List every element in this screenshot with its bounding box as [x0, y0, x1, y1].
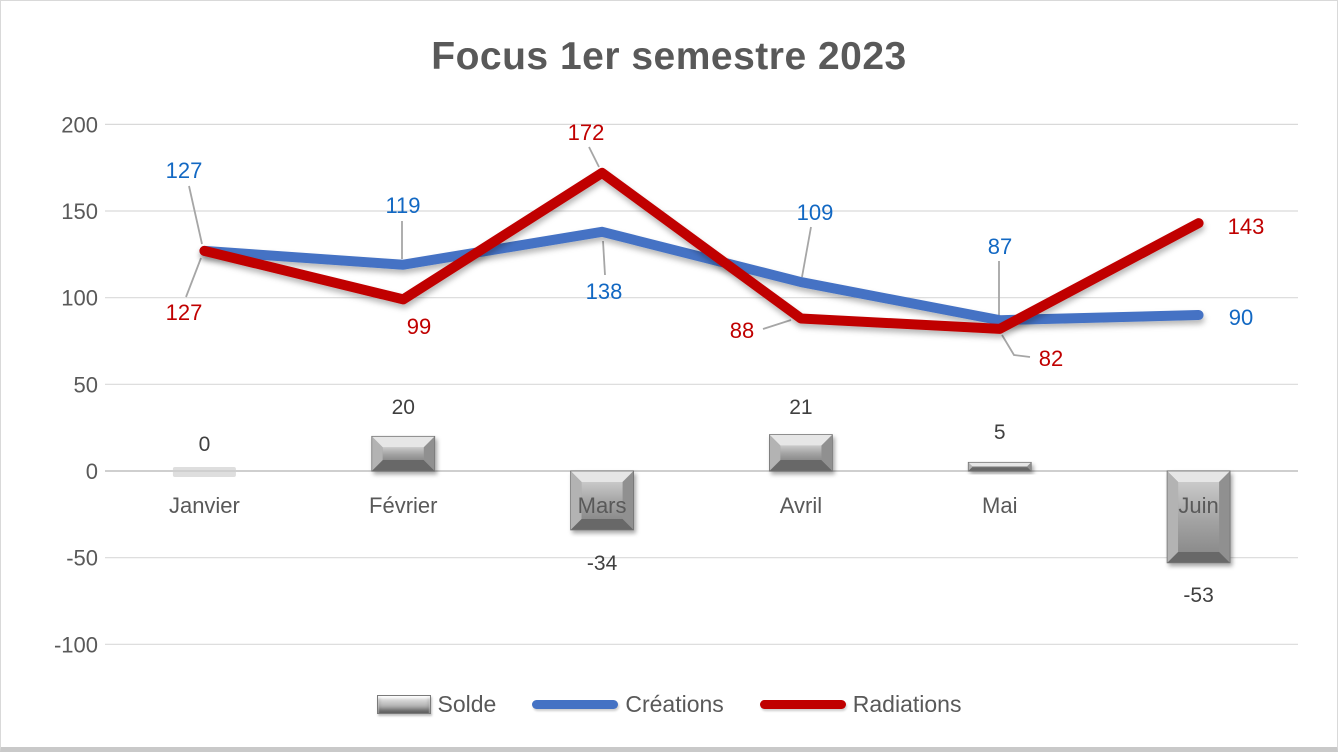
y-tick-label: 200	[61, 112, 98, 137]
y-tick-label: 50	[74, 372, 98, 397]
legend-item-radiations: Radiations	[759, 690, 962, 718]
bar-solde	[570, 470, 634, 531]
point-label-créations: 90	[1229, 305, 1253, 330]
bar-value-label: -53	[1183, 584, 1213, 607]
bar-value-label: 0	[199, 433, 211, 456]
point-label-créations: 138	[586, 279, 623, 304]
point-label-radiations: 88	[730, 318, 754, 343]
chart-legend: Solde Créations Radiations	[1, 683, 1337, 725]
legend-item-solde: Solde	[376, 690, 497, 718]
chart-title: Focus 1er semestre 2023	[431, 35, 907, 78]
point-label-radiations: 99	[407, 314, 431, 339]
legend-label-solde: Solde	[437, 690, 497, 717]
bar-value-label: 20	[392, 396, 415, 419]
y-tick-label: -100	[54, 632, 98, 657]
point-label-créations: 109	[797, 200, 834, 225]
leader-line	[185, 257, 202, 298]
point-label-créations: 127	[166, 158, 203, 183]
y-tick-label: -50	[66, 546, 98, 571]
point-label-créations: 87	[988, 234, 1012, 259]
point-label-radiations: 127	[166, 300, 203, 325]
radiations-line-legend-icon	[759, 699, 846, 709]
x-category-label: Juin	[1178, 493, 1218, 518]
leader-line	[762, 319, 792, 330]
leader-line	[1001, 334, 1031, 358]
bar-value-label: 5	[994, 421, 1006, 444]
creations-line-legend-icon	[532, 699, 619, 709]
legend-label-radiations: Radiations	[852, 690, 962, 717]
bar-solde	[967, 461, 1032, 472]
bar-value-label: 21	[789, 396, 812, 419]
point-label-créations: 119	[385, 193, 420, 218]
point-label-radiations: 172	[568, 120, 605, 145]
x-category-label: Février	[369, 493, 437, 518]
x-category-label: Mars	[578, 493, 627, 518]
bar-solde	[1166, 470, 1231, 564]
leader-line	[801, 226, 812, 278]
legend-label-creations: Créations	[625, 690, 724, 717]
y-tick-label: 150	[61, 199, 98, 224]
y-tick-label: 100	[61, 286, 98, 311]
x-category-label: Mai	[982, 493, 1017, 518]
legend-item-creations: Créations	[532, 690, 724, 718]
leader-line	[588, 146, 600, 168]
leader-line	[188, 185, 203, 245]
point-label-radiations: 143	[1228, 214, 1265, 239]
bar-value-label: -34	[587, 552, 618, 575]
x-category-label: Janvier	[169, 493, 240, 518]
y-tick-label: 0	[86, 459, 98, 484]
leader-line	[602, 240, 606, 276]
point-label-radiations: 82	[1039, 346, 1063, 371]
bar-solde	[769, 434, 833, 472]
line-créations	[199, 226, 1204, 326]
x-category-label: Avril	[780, 493, 822, 518]
bar-solde	[371, 435, 436, 472]
solde-bar-legend-icon	[376, 694, 431, 714]
line-radiations	[199, 167, 1204, 334]
